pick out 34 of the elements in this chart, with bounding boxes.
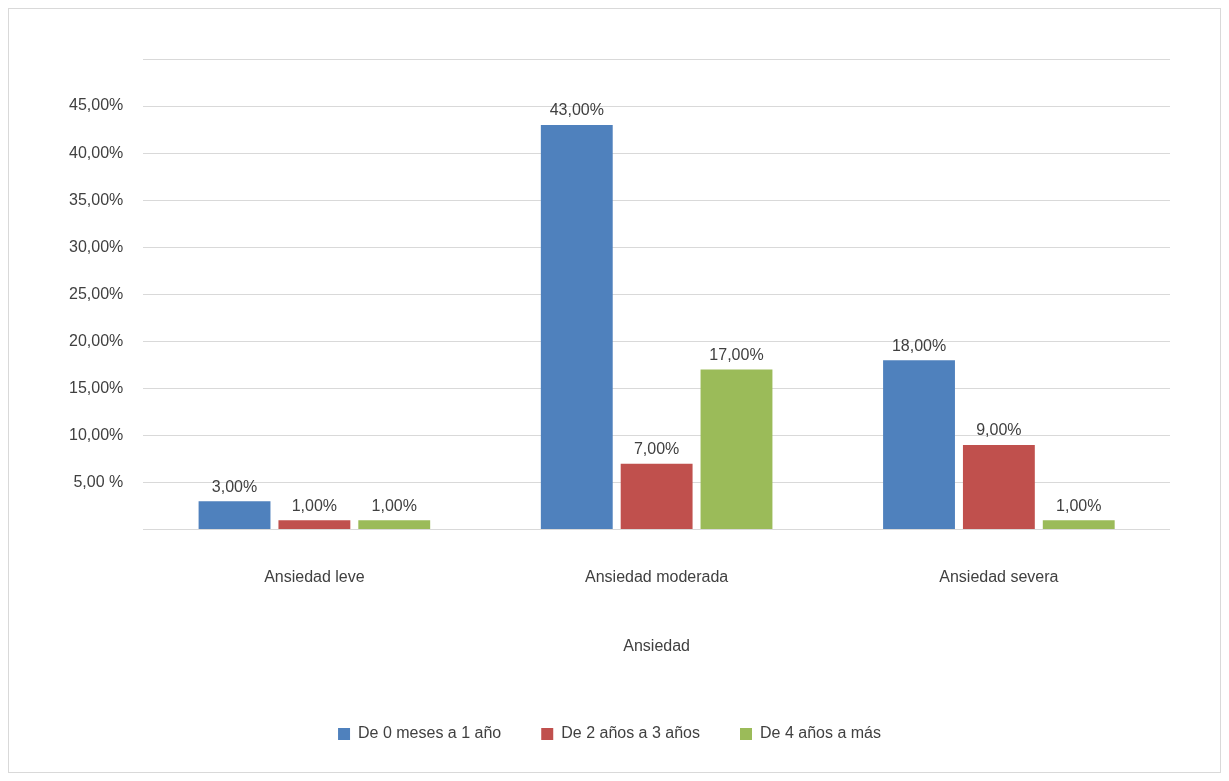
bar: [962, 444, 1035, 530]
y-tick-label: 30,00%: [69, 237, 124, 255]
y-tick-label: 25,00%: [69, 284, 124, 302]
legend-label: De 0 meses a 1 año: [358, 724, 502, 742]
bar: [540, 124, 613, 530]
y-tick-label: 35,00%: [69, 190, 124, 208]
bar: [700, 369, 773, 530]
y-tick-label: 40,00%: [69, 143, 124, 161]
data-label: 17,00%: [709, 346, 764, 363]
data-label: 1,00%: [1056, 496, 1102, 514]
y-tick-label: 20,00%: [69, 331, 124, 349]
data-label: 43,00%: [549, 101, 604, 119]
bar: [358, 520, 431, 530]
bar: [198, 501, 271, 530]
data-label: 1,00%: [291, 496, 338, 514]
x-tick-label: Ansiedad leve: [264, 567, 365, 585]
x-axis-title: Ansiedad: [623, 636, 690, 654]
bar: [278, 520, 351, 530]
y-tick-label: 15,00%: [69, 378, 124, 396]
data-label: 7,00%: [633, 440, 680, 458]
y-tick-label: 45,00%: [69, 96, 124, 114]
legend-label: De 2 años a 3 años: [561, 724, 700, 742]
bar: [620, 463, 693, 530]
legend-label: De 4 años a más: [760, 724, 881, 742]
x-tick-label: Ansiedad moderada: [585, 567, 729, 585]
bar: [883, 360, 955, 530]
data-label: 1,00%: [371, 496, 417, 514]
y-tick-label: 10,00%: [69, 425, 124, 443]
x-tick-label: Ansiedad severa: [939, 567, 1059, 585]
bar: [1042, 520, 1115, 530]
data-label: 18,00%: [891, 336, 947, 354]
data-label: 3,00%: [211, 477, 258, 495]
y-tick-label: 5,00 %: [73, 472, 124, 490]
data-label: 9,00%: [976, 421, 1022, 439]
